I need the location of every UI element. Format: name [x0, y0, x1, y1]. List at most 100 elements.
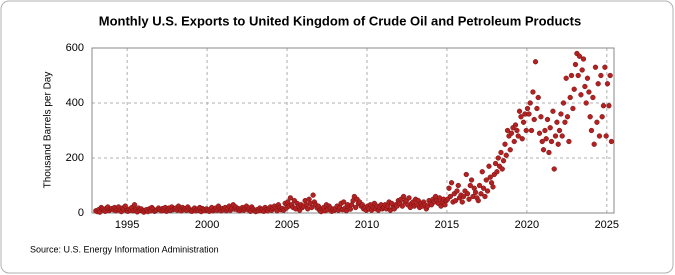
- point: [504, 127, 511, 134]
- x-tick-label: 2025: [595, 219, 619, 231]
- point: [518, 114, 524, 120]
- point: [554, 119, 560, 125]
- point: [502, 141, 508, 147]
- point: [459, 199, 465, 205]
- point: [479, 169, 485, 175]
- point: [576, 53, 583, 59]
- point: [542, 127, 548, 134]
- point: [526, 111, 532, 117]
- point: [547, 125, 553, 131]
- y-tick-label: 600: [66, 42, 84, 54]
- point: [544, 116, 551, 123]
- point: [578, 92, 584, 98]
- point: [524, 105, 531, 112]
- point: [472, 189, 479, 196]
- point: [476, 182, 483, 189]
- point: [584, 75, 591, 81]
- y-axis-label: Thousand Barrels per Day: [43, 72, 54, 189]
- y-tick-label: 200: [66, 152, 84, 164]
- point: [495, 155, 501, 161]
- point: [600, 103, 607, 109]
- point: [595, 81, 601, 87]
- point: [588, 127, 595, 134]
- point: [460, 193, 467, 200]
- point: [511, 138, 517, 145]
- point: [352, 204, 359, 211]
- point: [568, 72, 575, 79]
- point: [582, 83, 588, 90]
- point: [531, 116, 537, 123]
- point: [131, 202, 138, 208]
- point: [546, 149, 552, 156]
- point: [559, 133, 565, 139]
- point: [596, 133, 603, 139]
- point: [591, 141, 597, 147]
- x-tick-label: 1995: [115, 219, 139, 231]
- point: [467, 182, 473, 189]
- point: [523, 127, 529, 134]
- point: [564, 114, 571, 120]
- point: [572, 61, 579, 68]
- x-tick-label: 2005: [275, 219, 299, 231]
- point: [608, 138, 615, 145]
- point: [508, 130, 515, 136]
- point: [487, 174, 493, 180]
- point: [535, 94, 541, 101]
- point: [480, 185, 487, 191]
- point: [498, 149, 504, 156]
- point: [555, 141, 561, 147]
- point: [604, 81, 611, 87]
- point: [484, 188, 491, 194]
- point: [566, 138, 572, 145]
- point: [516, 108, 523, 114]
- point: [528, 127, 535, 134]
- point: [447, 193, 453, 200]
- point: [340, 199, 347, 205]
- point: [560, 100, 567, 106]
- point: [552, 133, 559, 139]
- point: [399, 203, 405, 209]
- point: [590, 94, 596, 101]
- point: [520, 119, 527, 125]
- point: [586, 89, 592, 95]
- point: [539, 138, 545, 145]
- point: [507, 147, 513, 153]
- point: [556, 127, 563, 134]
- point: [287, 195, 294, 201]
- point: [530, 89, 536, 95]
- point: [562, 119, 568, 125]
- x-tick-label: 2010: [355, 219, 379, 231]
- point: [550, 108, 556, 114]
- point: [454, 188, 460, 194]
- x-tick-label: 2015: [435, 219, 459, 231]
- source: Source: U.S. Energy Information Administ…: [30, 244, 219, 254]
- point: [309, 204, 315, 211]
- point: [503, 152, 509, 158]
- point: [464, 191, 471, 197]
- point: [532, 59, 539, 65]
- plot-border: [91, 47, 615, 214]
- point: [347, 206, 354, 212]
- point: [494, 169, 500, 175]
- point: [122, 203, 128, 209]
- point: [406, 195, 412, 201]
- point: [558, 111, 564, 117]
- point: [540, 147, 547, 153]
- point: [534, 105, 540, 112]
- point: [527, 100, 533, 106]
- point: [563, 75, 569, 81]
- y-tick-label: 400: [66, 97, 84, 109]
- point: [567, 94, 573, 101]
- point: [492, 160, 499, 167]
- point: [602, 64, 608, 70]
- point: [452, 197, 459, 204]
- point: [579, 67, 585, 73]
- point: [607, 72, 613, 79]
- point: [499, 166, 505, 172]
- point: [466, 196, 472, 202]
- point: [468, 177, 475, 183]
- point: [519, 136, 525, 142]
- point: [575, 72, 581, 79]
- point: [603, 133, 609, 139]
